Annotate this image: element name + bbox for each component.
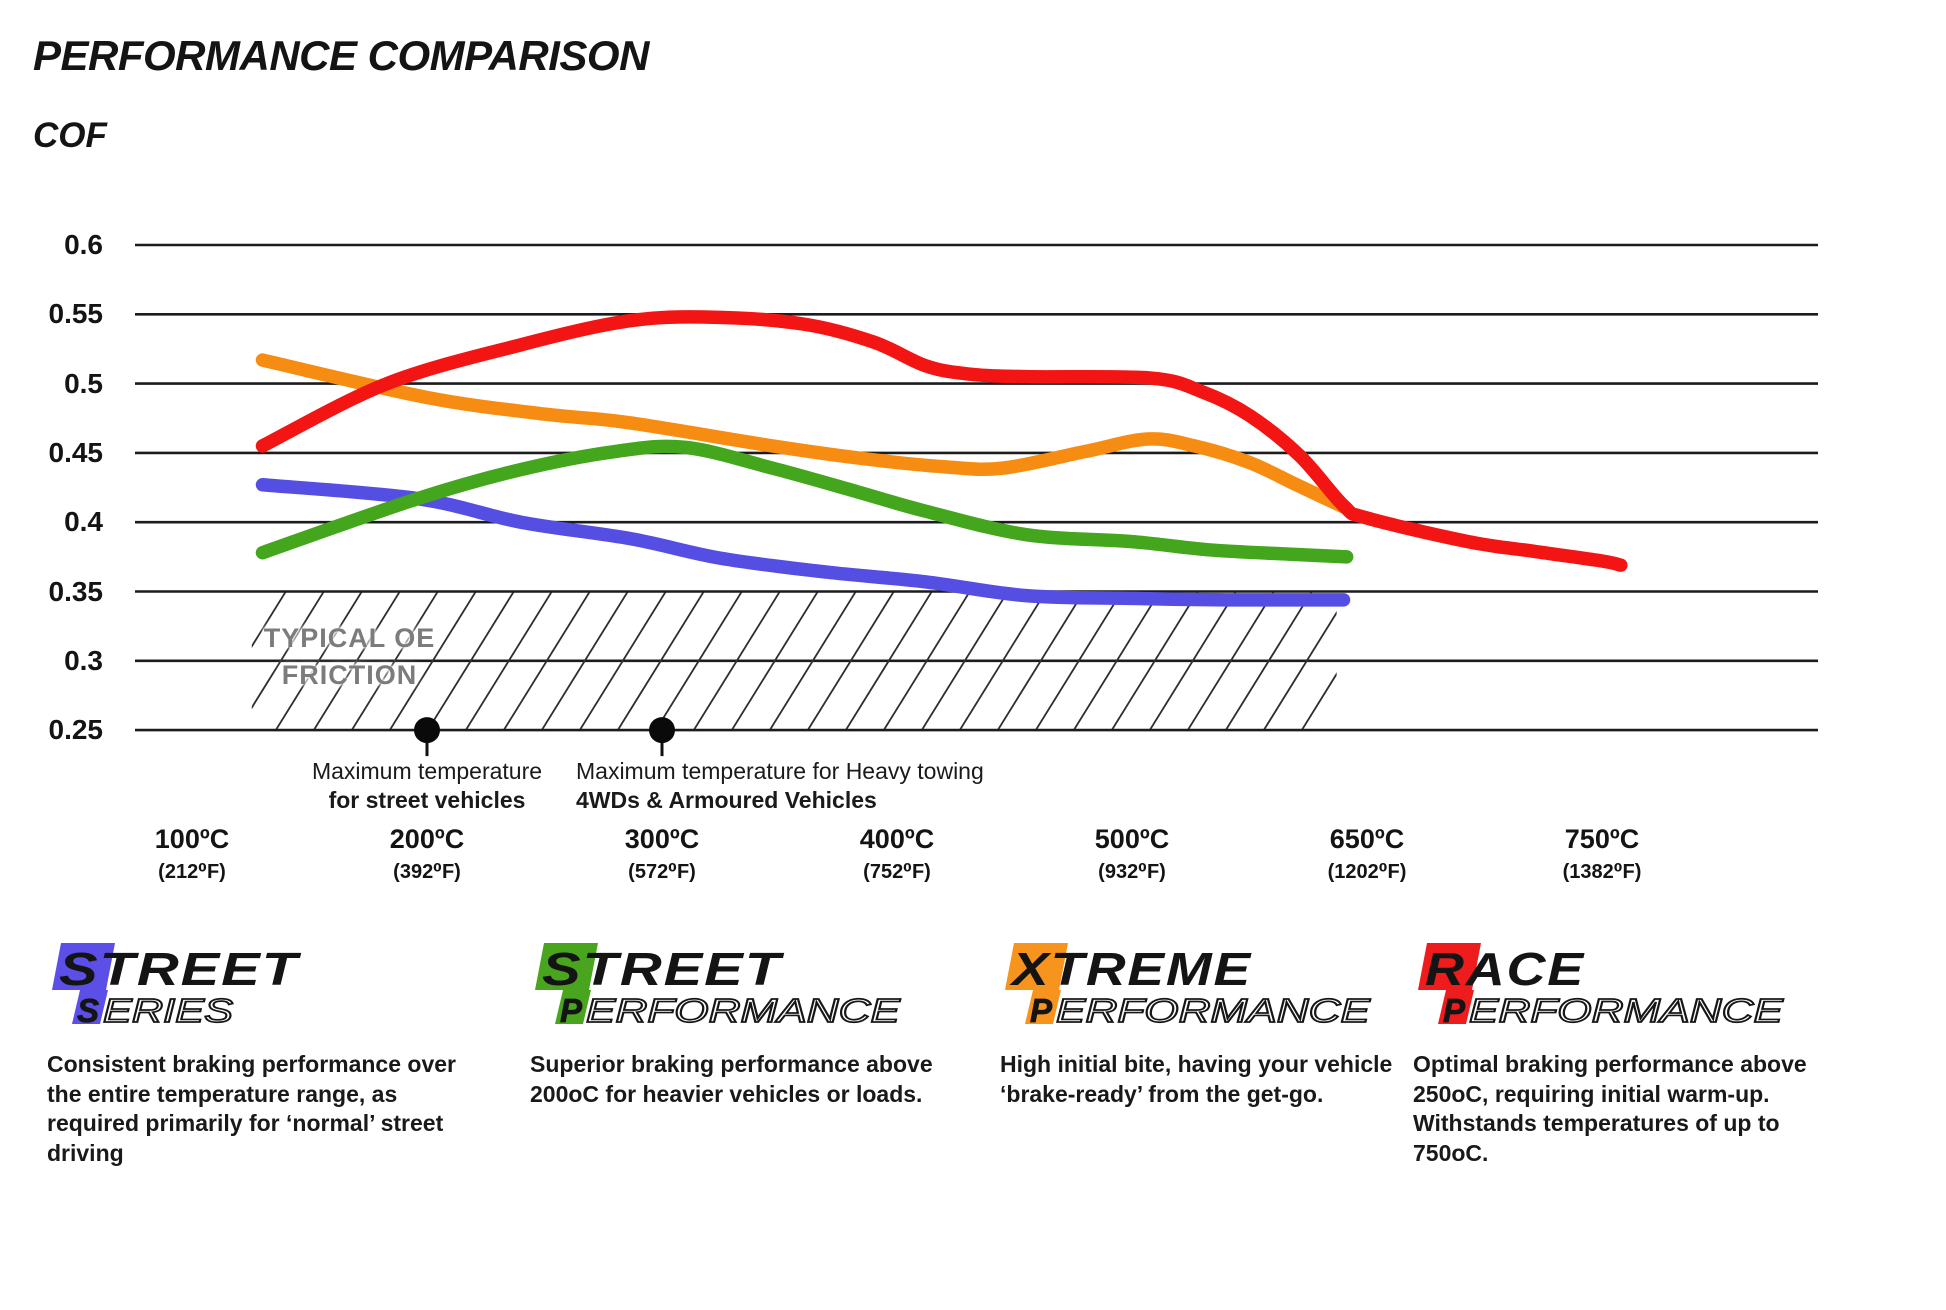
x-tick-fahrenheit: (1382⁰F) — [1562, 861, 1642, 883]
xtreme-performance-logo: XTREME P ERFORMANCE — [1005, 943, 1372, 1030]
annotation-dot-0 — [414, 717, 440, 744]
brand-bolt-shape-lower — [1438, 990, 1474, 1024]
page-title: PERFORMANCE COMPARISON — [33, 32, 649, 79]
x-tick-fahrenheit: (752⁰F) — [863, 861, 931, 883]
x-tick-celsius: 650ºC — [1329, 824, 1405, 854]
y-tick-label-0.45: 0.45 — [48, 436, 104, 468]
brand-sub-initial: P — [1030, 992, 1053, 1029]
brand-bolt-shape-lower — [1025, 990, 1061, 1024]
y-tick-label-0.4: 0.4 — [64, 506, 103, 538]
brand-sub-rest: ERFORMANCE — [1056, 992, 1371, 1029]
brand-sub-initial: S — [77, 992, 99, 1029]
x-tick-label-100: 100ºC (212⁰F) — [97, 824, 287, 884]
x-tick-fahrenheit: (392⁰F) — [393, 861, 461, 883]
band-label-line1: TYPICAL OE — [263, 623, 436, 653]
y-tick-label-0.6: 0.6 — [64, 229, 103, 260]
x-tick-celsius: 300ºC — [624, 824, 700, 854]
legend-description: Superior braking performance above 200oC… — [530, 1051, 933, 1107]
series-line-street-series — [255, 478, 1351, 607]
annotation-line1: Maximum temperature — [311, 758, 543, 784]
series-line-race-performance — [255, 310, 1628, 572]
band-label-line2: FRICTION — [281, 660, 418, 690]
brand-bolt-shape-lower — [555, 990, 591, 1024]
brand-bolt-shape — [1005, 943, 1068, 990]
legend-description: Optimal braking performance above 250oC,… — [1413, 1051, 1807, 1166]
typical-oe-friction-label: TYPICAL OE FRICTION — [252, 620, 447, 694]
street-series-logo: STREET S ERIES — [52, 943, 302, 1030]
x-tick-label-400: 400ºC (752⁰F) — [802, 824, 992, 884]
y-tick-label-0.35: 0.35 — [48, 575, 104, 607]
x-tick-fahrenheit: (212⁰F) — [158, 861, 226, 883]
brand-sub-rest: ERFORMANCE — [1469, 992, 1784, 1029]
brand-sub-rest: ERIES — [103, 992, 233, 1029]
brand-bolt-shape — [52, 943, 115, 990]
brand-sub-rest: ERFORMANCE — [586, 992, 901, 1029]
x-tick-label-500: 500ºC (932⁰F) — [1037, 824, 1227, 884]
annotation-line1: Maximum temperature for Heavy towing — [576, 758, 984, 784]
x-tick-celsius: 400ºC — [859, 824, 935, 854]
brand-word: XTREME — [1008, 943, 1252, 995]
x-tick-celsius: 750ºC — [1564, 824, 1640, 854]
x-tick-fahrenheit: (932⁰F) — [1098, 861, 1166, 883]
x-tick-celsius: 200ºC — [389, 824, 465, 854]
annotation-street-max-temp: Maximum temperature for street vehicles — [212, 757, 642, 815]
series-line-xtreme-performance — [255, 353, 1351, 514]
legend-description: Consistent braking performance over the … — [47, 1051, 456, 1166]
brand-sub-initial: P — [1443, 992, 1466, 1029]
legend-item-street-performance: STREET P ERFORMANCE Superior braking per… — [530, 940, 975, 1109]
legend-item-race-performance: RACE P ERFORMANCE Optimal braking perfor… — [1413, 940, 1858, 1168]
typical-oe-friction-band — [251, 592, 1337, 730]
street-performance-logo: STREET P ERFORMANCE — [535, 943, 902, 1030]
legend-item-xtreme-performance: XTREME P ERFORMANCE High initial bite, h… — [1000, 940, 1445, 1109]
legend-description: High initial bite, having your vehicle ‘… — [1000, 1051, 1393, 1107]
legend-item-street-series: STREET S ERIES Consistent braking perfor… — [47, 940, 492, 1168]
brand-sub-initial: P — [560, 992, 583, 1029]
annotation-heavy-towing-max-temp: Maximum temperature for Heavy towing 4WD… — [576, 757, 984, 815]
brand-bolt-shape-lower — [72, 990, 108, 1024]
x-tick-fahrenheit: (572⁰F) — [628, 861, 696, 883]
x-tick-label-650: 650ºC (1202⁰F) — [1272, 824, 1462, 884]
series-line-street-performance — [255, 439, 1354, 564]
y-tick-label-0.5: 0.5 — [64, 367, 103, 399]
x-tick-fahrenheit: (1202⁰F) — [1327, 861, 1407, 883]
x-tick-celsius: 100ºC — [154, 824, 230, 854]
brand-word: STREET — [542, 943, 785, 995]
brand-bolt-shape — [1418, 943, 1481, 990]
brand-bolt-shape — [535, 943, 598, 990]
brand-word: STREET — [59, 943, 302, 995]
race-performance-logo: RACE P ERFORMANCE — [1418, 943, 1785, 1030]
annotation-dot-1 — [649, 717, 675, 744]
y-tick-label-0.25: 0.25 — [48, 714, 104, 746]
brand-word: RACE — [1425, 943, 1585, 995]
y-tick-label-0.55: 0.55 — [48, 298, 104, 330]
y-tick-label-0.3: 0.3 — [64, 644, 103, 676]
annotation-line2: for street vehicles — [328, 787, 526, 813]
x-tick-label-300: 300ºC (572⁰F) — [567, 824, 757, 884]
annotation-line2: 4WDs & Armoured Vehicles — [576, 787, 877, 813]
y-axis-title: COF — [33, 116, 107, 155]
x-tick-celsius: 500ºC — [1094, 824, 1170, 854]
x-tick-label-200: 200ºC (392⁰F) — [332, 824, 522, 884]
x-tick-label-750: 750ºC (1382⁰F) — [1507, 824, 1697, 884]
